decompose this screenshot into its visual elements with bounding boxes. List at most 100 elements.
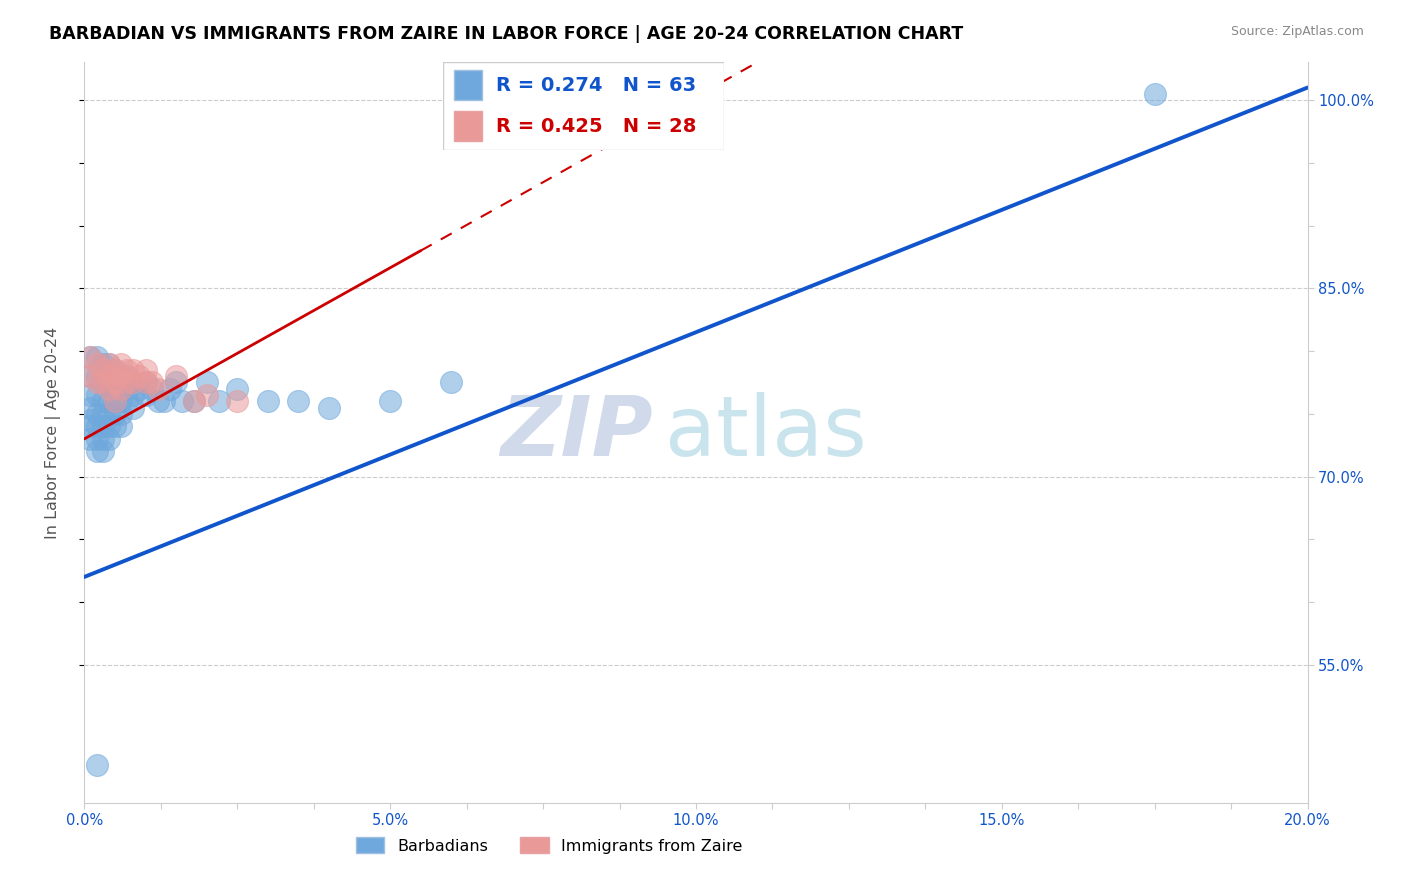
Point <box>122 376 145 390</box>
Point <box>79 369 101 384</box>
Point <box>91 444 114 458</box>
Point <box>86 351 108 365</box>
Point <box>79 351 101 365</box>
Point <box>110 382 132 396</box>
Point <box>86 444 108 458</box>
Text: R = 0.274   N = 63: R = 0.274 N = 63 <box>496 76 696 95</box>
Point <box>97 407 120 421</box>
Point <box>183 394 205 409</box>
Point <box>104 394 127 409</box>
Point <box>97 376 120 390</box>
Bar <box>454 112 482 141</box>
Point <box>195 376 218 390</box>
Point <box>115 363 138 377</box>
Point <box>128 382 150 396</box>
Point <box>159 382 181 396</box>
Point <box>91 357 114 371</box>
Point <box>183 394 205 409</box>
Point <box>86 376 108 390</box>
Point <box>110 407 132 421</box>
Point <box>86 758 108 772</box>
Point <box>165 369 187 384</box>
Point <box>128 369 150 384</box>
Point <box>97 432 120 446</box>
Point <box>86 432 108 446</box>
Point <box>208 394 231 409</box>
Point <box>153 394 176 409</box>
Point <box>165 376 187 390</box>
Point <box>146 394 169 409</box>
Point <box>172 394 194 409</box>
Bar <box>454 70 482 100</box>
Point <box>110 369 132 384</box>
Point <box>1143 87 1166 101</box>
Point <box>110 382 132 396</box>
Point <box>79 413 101 427</box>
Point <box>122 401 145 415</box>
Point <box>115 394 138 409</box>
Point <box>122 388 145 402</box>
Point <box>226 382 249 396</box>
Point <box>79 419 101 434</box>
Point <box>79 351 101 365</box>
Point <box>79 432 101 446</box>
Point <box>79 401 101 415</box>
Point <box>91 419 114 434</box>
Point <box>104 394 127 409</box>
Point <box>110 419 132 434</box>
Point <box>91 407 114 421</box>
Point <box>91 363 114 377</box>
Point <box>318 401 340 415</box>
Point <box>104 376 127 390</box>
Point <box>97 357 120 371</box>
Point <box>104 407 127 421</box>
Point <box>380 394 402 409</box>
Point <box>115 376 138 390</box>
Point <box>110 357 132 371</box>
Point <box>226 394 249 409</box>
Point <box>110 369 132 384</box>
Point <box>135 388 157 402</box>
Point <box>86 407 108 421</box>
Point <box>104 363 127 377</box>
Point <box>79 369 101 384</box>
Point <box>97 394 120 409</box>
Point <box>97 419 120 434</box>
Point <box>91 432 114 446</box>
Point <box>135 376 157 390</box>
Text: ZIP: ZIP <box>501 392 654 473</box>
Point <box>97 382 120 396</box>
Point <box>195 388 218 402</box>
Point <box>141 376 163 390</box>
Point <box>110 394 132 409</box>
Point <box>86 357 108 371</box>
Point <box>287 394 309 409</box>
Point <box>115 369 138 384</box>
Point <box>135 363 157 377</box>
Point <box>104 419 127 434</box>
Point <box>135 376 157 390</box>
Point <box>115 382 138 396</box>
Text: BARBADIAN VS IMMIGRANTS FROM ZAIRE IN LABOR FORCE | AGE 20-24 CORRELATION CHART: BARBADIAN VS IMMIGRANTS FROM ZAIRE IN LA… <box>49 25 963 43</box>
Point <box>146 382 169 396</box>
Point <box>122 363 145 377</box>
FancyBboxPatch shape <box>443 62 724 150</box>
Point <box>440 376 463 390</box>
Point <box>86 388 108 402</box>
Y-axis label: In Labor Force | Age 20-24: In Labor Force | Age 20-24 <box>45 326 60 539</box>
Point <box>91 376 114 390</box>
Point <box>141 382 163 396</box>
Point <box>97 357 120 371</box>
Text: R = 0.425   N = 28: R = 0.425 N = 28 <box>496 117 697 136</box>
Text: Source: ZipAtlas.com: Source: ZipAtlas.com <box>1230 25 1364 38</box>
Point <box>86 369 108 384</box>
Text: atlas: atlas <box>665 392 868 473</box>
Legend: Barbadians, Immigrants from Zaire: Barbadians, Immigrants from Zaire <box>349 830 749 860</box>
Point <box>86 419 108 434</box>
Point <box>97 369 120 384</box>
Point <box>91 394 114 409</box>
Point <box>257 394 280 409</box>
Point <box>79 388 101 402</box>
Point <box>122 376 145 390</box>
Point <box>104 382 127 396</box>
